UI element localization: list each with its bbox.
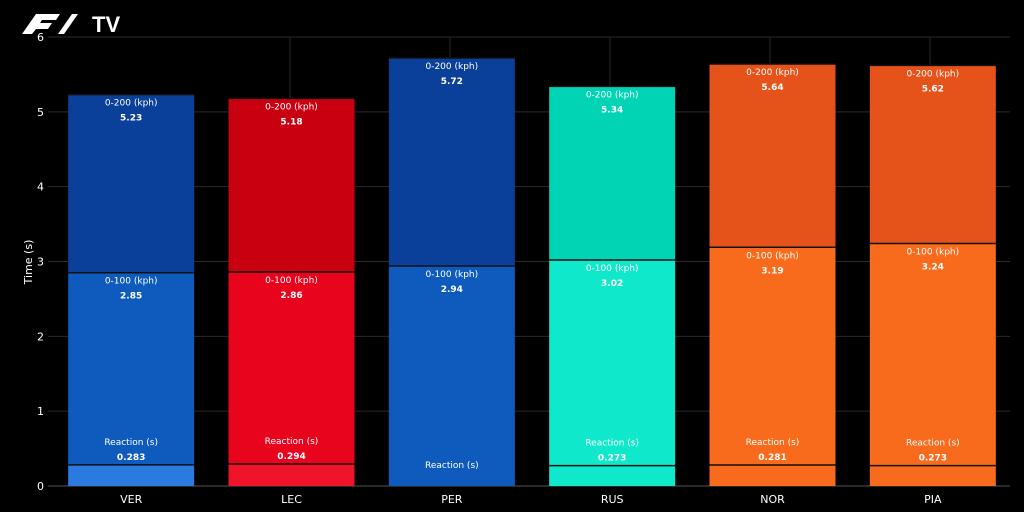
label-0-100: 0-100 (kph) [265, 276, 318, 286]
segment-0-100 [228, 271, 355, 464]
y-tick-label: 3 [37, 256, 44, 269]
value-0-200: 5.62 [922, 84, 944, 94]
x-tick-labels: VER LEC PER RUS NOR PIA [120, 493, 942, 506]
value-0-200: 5.72 [441, 77, 463, 87]
value-reaction: 0.294 [277, 452, 305, 462]
label-reaction: Reaction (s) [746, 438, 800, 448]
value-0-100: 2.94 [441, 285, 463, 295]
label-0-100: 0-100 (kph) [105, 277, 158, 287]
bar-per: 0-200 (kph) 5.72 0-100 (kph) 2.94 Reaction (… [388, 57, 515, 486]
segment-reaction [68, 464, 195, 486]
y-tick-label: 6 [37, 31, 44, 44]
label-0-200: 0-200 (kph) [265, 102, 318, 112]
x-tick-label: RUS [601, 493, 624, 506]
segment-0-200 [549, 86, 676, 261]
label-reaction: Reaction (s) [265, 437, 319, 447]
bars: 0-200 (kph) 5.23 0-100 (kph) 2.85 Reaction (… [68, 57, 996, 486]
x-tick-label: LEC [281, 493, 302, 506]
bar-nor: 0-200 (kph) 5.64 0-100 (kph) 3.19 Reaction (… [709, 63, 836, 486]
label-0-200: 0-200 (kph) [425, 62, 478, 72]
x-tick-label: PER [441, 493, 463, 506]
value-reaction: 0.273 [919, 454, 947, 464]
label-0-100: 0-100 (kph) [425, 270, 478, 280]
bar-rus: 0-200 (kph) 5.34 0-100 (kph) 3.02 Reaction (… [549, 85, 676, 486]
y-tick-label: 4 [37, 181, 44, 194]
y-tick-label: 0 [37, 480, 44, 493]
value-0-100: 3.19 [761, 266, 783, 276]
value-0-200: 5.18 [280, 117, 302, 127]
value-0-200: 5.34 [601, 105, 623, 115]
segment-0-200 [388, 57, 515, 266]
label-0-100: 0-100 (kph) [746, 251, 799, 261]
label-reaction: Reaction (s) [585, 439, 639, 449]
segment-0-200 [228, 98, 355, 272]
label-0-200: 0-200 (kph) [906, 69, 959, 79]
label-reaction: Reaction (s) [104, 438, 158, 448]
segment-reaction [549, 465, 676, 486]
value-reaction: 0.281 [758, 453, 786, 463]
value-0-200: 5.64 [761, 83, 783, 93]
value-0-100: 3.02 [601, 279, 623, 289]
label-reaction: Reaction (s) [906, 439, 960, 449]
segment-0-200 [68, 94, 195, 273]
y-tick-label: 1 [37, 405, 44, 418]
label-0-200: 0-200 (kph) [586, 90, 639, 100]
label-0-200: 0-200 (kph) [746, 68, 799, 78]
segment-reaction [228, 463, 355, 486]
y-axis-label: Time (s) [22, 240, 35, 286]
y-tick-labels: 0 1 2 3 4 5 6 [37, 31, 44, 493]
label-0-200: 0-200 (kph) [105, 99, 158, 109]
bar-pia: 0-200 (kph) 5.62 0-100 (kph) 3.24 Reaction (… [869, 64, 996, 486]
value-0-200: 5.23 [120, 114, 142, 124]
value-0-100: 2.86 [280, 291, 302, 301]
value-reaction: 0.283 [117, 453, 145, 463]
x-tick-label: NOR [760, 493, 785, 506]
segment-0-200 [869, 65, 996, 244]
label-0-100: 0-100 (kph) [586, 264, 639, 274]
segment-0-100 [869, 243, 996, 466]
f1-tv-logo: TV [22, 12, 120, 37]
y-tick-label: 2 [37, 330, 44, 343]
x-tick-label: VER [120, 493, 142, 506]
segment-0-100 [709, 247, 836, 465]
label-reaction: Reaction (s) [425, 461, 479, 471]
segment-0-100 [549, 260, 676, 466]
x-tick-label: PIA [924, 493, 942, 506]
bar-ver: 0-200 (kph) 5.23 0-100 (kph) 2.85 Reaction (… [68, 93, 195, 486]
segment-0-100 [68, 272, 195, 465]
value-0-100: 3.24 [922, 263, 944, 273]
segment-0-100 [388, 265, 515, 486]
y-tick-label: 5 [37, 106, 44, 119]
value-0-100: 2.85 [120, 292, 142, 302]
bar-lec: 0-200 (kph) 5.18 0-100 (kph) 2.86 Reaction (… [228, 97, 355, 486]
segment-reaction [869, 465, 996, 486]
segment-0-200 [709, 63, 836, 248]
segment-reaction [709, 464, 836, 486]
tv-text: TV [92, 12, 120, 37]
label-0-100: 0-100 (kph) [906, 248, 959, 258]
value-reaction: 0.273 [598, 454, 626, 464]
